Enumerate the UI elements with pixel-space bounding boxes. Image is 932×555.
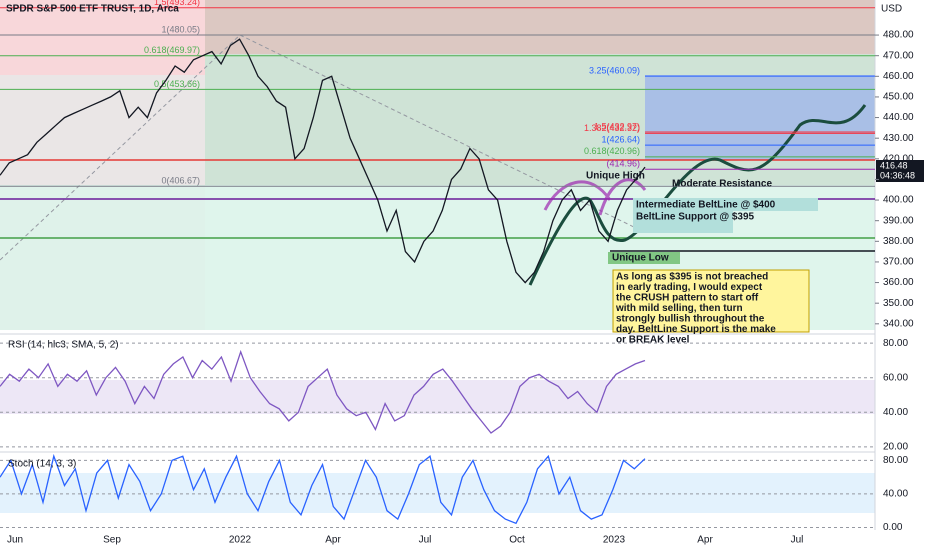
note-line: or BREAK level (616, 335, 690, 346)
x-tick-label: Sep (103, 535, 121, 546)
x-tick-label: Oct (509, 535, 525, 546)
y-tick-label: 440.00 (883, 112, 914, 123)
zone (0, 0, 205, 75)
y-tick-label: 350.00 (883, 298, 914, 309)
zone (205, 0, 875, 54)
note-line: with mild selling, then turn (615, 303, 743, 314)
label-box (608, 252, 680, 264)
x-tick-label: Jul (791, 535, 804, 546)
rsi-band (0, 380, 875, 414)
fib-label: 1.382(432.32) (584, 123, 640, 133)
fib-label: 3.25(460.09) (589, 66, 640, 76)
pane-title: Stoch (14, 3, 3) (8, 459, 76, 470)
y-tick-label: 390.00 (883, 215, 914, 226)
y-tick-label: 400.00 (883, 195, 914, 206)
stoch-band (0, 473, 875, 513)
y-tick-label: 340.00 (883, 318, 914, 329)
y-tick-label: 420.00 (883, 153, 914, 164)
zone (0, 185, 205, 330)
y-tick-label: 460.00 (883, 71, 914, 82)
y-tick-label: 370.00 (883, 257, 914, 268)
fib-label: 0.618(420.96) (584, 146, 640, 156)
stoch-line (0, 453, 646, 525)
fib-label: (414.96) (606, 159, 640, 169)
y-tick-label: 40.00 (883, 407, 908, 418)
y-tick-label: 410.00 (883, 174, 914, 185)
note-line: the CRUSH pattern to start off (616, 293, 759, 304)
fib-label: 1.5(432.97) (594, 121, 640, 131)
note-line: strongly bullish throughout the (616, 314, 765, 325)
annotation: BeltLine Support @ $395 (636, 212, 755, 223)
x-tick-label: Jul (419, 535, 432, 546)
label-box (633, 211, 733, 233)
y-tick-label: 80.00 (883, 455, 908, 466)
zone (0, 75, 205, 185)
note-line: As long as $395 is not breached (616, 272, 768, 283)
last-price: 416.48 (880, 160, 908, 170)
projection-curve (528, 104, 867, 286)
fib-label: 0.618(469.97) (144, 45, 200, 55)
x-tick-label: 2023 (603, 535, 626, 546)
y-tick-label: 470.00 (883, 50, 914, 61)
y-tick-label: 20.00 (883, 441, 908, 452)
y-tick-label: 80.00 (883, 338, 908, 349)
annotation: Unique Low (612, 253, 669, 264)
pane-title: RSI (14, hlc3, SMA, 5, 2) (8, 340, 119, 351)
fib-label: 1(480.05) (161, 24, 200, 34)
y-tick-label: 480.00 (883, 30, 914, 41)
note-line: day. BeltLine Support is the make (616, 324, 776, 335)
crush-arcs (543, 178, 647, 216)
annotation: Intermediate BeltLine @ $400 (636, 200, 776, 211)
countdown: 04:36:48 (880, 170, 915, 180)
title: SPDR S&P 500 ETF TRUST, 1D, Arca (6, 4, 179, 15)
y-tick-label: 60.00 (883, 372, 908, 383)
note-box (612, 269, 810, 333)
rsi-line (0, 349, 646, 434)
annotation: Unique High (586, 171, 645, 182)
x-tick-label: Apr (697, 535, 713, 546)
annotation: Moderate Resistance (672, 179, 772, 190)
fib-label: 0.5(453.66) (154, 79, 200, 89)
x-tick-label: 2022 (229, 535, 252, 546)
fib-label: 0(406.67) (161, 176, 200, 186)
y-tick-label: 450.00 (883, 92, 914, 103)
y-tick-label: 380.00 (883, 236, 914, 247)
fib-label: 1(426.64) (601, 134, 640, 144)
note-line: in early trading, I would expect (616, 282, 763, 293)
price-line (0, 38, 646, 284)
x-tick-label: Jun (7, 535, 23, 546)
zone (645, 75, 875, 160)
y-tick-label: 0.00 (883, 522, 903, 533)
y-tick-label: 430.00 (883, 133, 914, 144)
fib-label: 1.5(493.24) (154, 0, 200, 7)
currency: USD (881, 4, 902, 15)
trend-line (0, 34, 241, 261)
label-box (633, 198, 818, 211)
price-tag (876, 160, 924, 182)
x-tick-label: Apr (325, 535, 341, 546)
y-tick-label: 40.00 (883, 489, 908, 500)
y-tick-label: 360.00 (883, 277, 914, 288)
